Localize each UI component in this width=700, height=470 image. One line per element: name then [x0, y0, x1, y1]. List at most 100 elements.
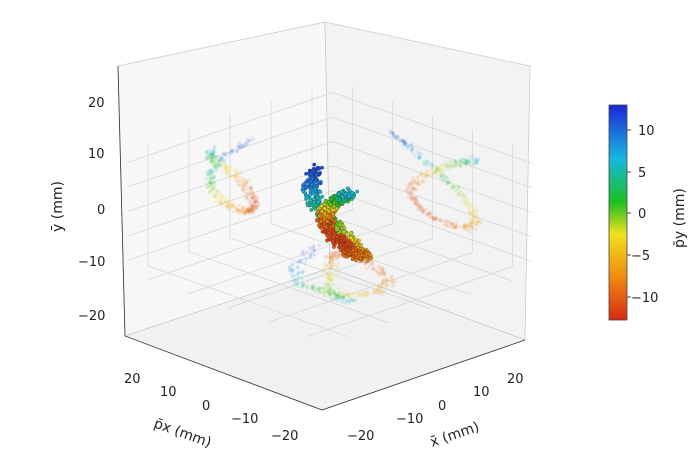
projection-point: [217, 192, 221, 197]
projection-point: [331, 257, 335, 261]
projection-point: [379, 285, 384, 289]
projection-point: [453, 161, 457, 165]
projection-point: [230, 202, 235, 207]
data-point: [310, 176, 314, 181]
projection-point: [211, 184, 216, 189]
projection-point: [238, 141, 242, 145]
projection-point: [300, 251, 305, 255]
projection-point: [333, 251, 337, 255]
projection-point: [445, 224, 450, 228]
projection-point: [389, 274, 394, 279]
projection-point: [205, 182, 209, 186]
projection-point: [326, 283, 330, 287]
projection-point: [405, 187, 409, 192]
projection-point: [223, 153, 227, 157]
projection-point: [329, 278, 334, 283]
projection-point: [214, 162, 218, 167]
projection-point: [410, 182, 415, 186]
projection-point: [209, 152, 214, 157]
projection-point: [457, 185, 461, 189]
projection-point: [245, 182, 249, 187]
projection-point: [225, 171, 230, 176]
projection-point: [464, 199, 469, 203]
projection-point: [237, 209, 241, 213]
projection-point: [250, 203, 254, 208]
projection-point: [418, 205, 423, 209]
projection-point: [378, 272, 383, 277]
colorbar-gradient: [608, 104, 628, 321]
projection-point: [385, 278, 389, 282]
projection-point: [474, 222, 479, 227]
projection-point: [223, 198, 228, 203]
projection-point: [328, 282, 332, 287]
projection-point: [329, 256, 334, 260]
projection-point: [417, 182, 422, 187]
projection-point: [389, 131, 393, 135]
projection-point: [370, 261, 375, 265]
projection-point: [414, 181, 418, 186]
projection-point: [476, 216, 481, 220]
projection-point: [345, 298, 349, 303]
projection-point: [464, 160, 469, 164]
projection-point: [290, 263, 294, 267]
projection-point: [336, 267, 340, 272]
projection-point: [249, 200, 253, 204]
projection-point: [463, 162, 468, 166]
projection-point: [410, 189, 415, 193]
projection-point: [389, 277, 394, 282]
projection-point: [308, 253, 312, 257]
projection-point: [246, 191, 251, 196]
projection-point: [383, 283, 387, 287]
x-axis-label: x̄ (mm): [428, 419, 481, 451]
projection-point: [371, 267, 375, 272]
projection-point: [459, 159, 463, 163]
projection-point: [327, 292, 331, 296]
projection-point: [210, 147, 214, 152]
projection-point: [391, 133, 396, 138]
colorbar-tick: 0: [638, 207, 646, 222]
projection-point: [439, 171, 443, 175]
data-point: [353, 237, 358, 242]
projection-point: [206, 172, 211, 176]
gridline: [332, 92, 533, 164]
projection-point: [444, 162, 449, 166]
projection-point: [401, 139, 406, 143]
projection-point: [326, 276, 331, 280]
projection-point: [335, 294, 339, 299]
projection-point: [209, 172, 214, 176]
projection-point: [336, 271, 341, 276]
projection-point: [208, 175, 213, 180]
px-axis-label: p̄x (mm): [152, 416, 214, 451]
projection-point: [333, 252, 337, 256]
projection-point: [420, 209, 425, 213]
projection-point: [402, 141, 407, 146]
projections: [204, 129, 484, 305]
projection-point: [204, 177, 208, 181]
projection-point: [301, 253, 306, 257]
data-point: [360, 247, 365, 252]
x-tick-label: −10: [396, 412, 423, 427]
projection-point: [295, 265, 300, 269]
projection-point: [413, 202, 418, 206]
projection-point: [223, 158, 227, 162]
projection-point: [225, 164, 230, 168]
projection-point: [211, 152, 216, 157]
projection-point: [475, 160, 479, 165]
projection-point: [380, 279, 385, 284]
projection-point: [296, 271, 300, 275]
data-point: [314, 218, 319, 223]
projection-point: [220, 193, 224, 197]
projection-point: [250, 196, 254, 200]
projection-point: [433, 164, 438, 169]
projection-point: [219, 163, 224, 168]
projection-point: [308, 254, 313, 258]
projection-point: [466, 222, 471, 227]
projection-point: [417, 153, 422, 158]
projection-point: [212, 154, 217, 159]
projection-point: [461, 195, 465, 199]
projection-point: [395, 135, 400, 139]
projection-point: [235, 169, 240, 174]
projection-point: [414, 197, 419, 201]
projection-point: [396, 134, 400, 139]
projection-point: [249, 195, 254, 199]
